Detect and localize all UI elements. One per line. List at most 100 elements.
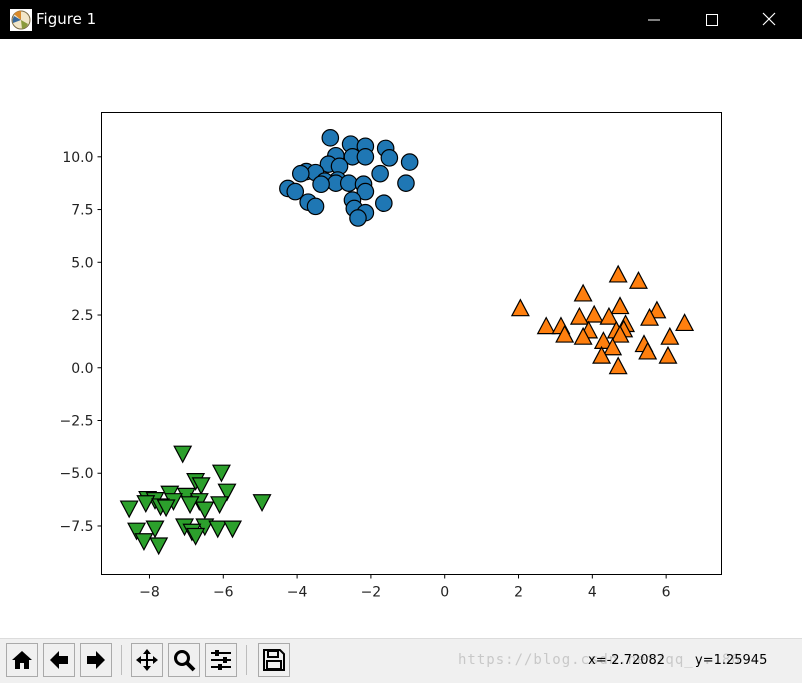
blob-point-triangle-up <box>603 337 623 356</box>
plot-frame <box>101 112 722 575</box>
x-axis-ticks: −8 −6 −4 −2 0 2 4 6 <box>139 574 671 601</box>
blob-point-triangle-down <box>186 527 206 546</box>
cursor-y-readout: y=1.25945 <box>695 653 768 668</box>
close-button[interactable] <box>745 0 795 39</box>
blob-point-circle <box>380 149 399 167</box>
blob-point-triangle-down <box>149 537 169 556</box>
blob-point-triangle-down <box>211 464 231 483</box>
blob-point-triangle-up <box>638 341 658 360</box>
forward-button[interactable] <box>80 643 112 677</box>
blob-point-triangle-up <box>510 298 530 317</box>
blob-point-circle <box>321 129 340 147</box>
blob-point-triangle-up <box>610 324 630 343</box>
blob-point-circle <box>291 164 310 183</box>
blob-point-triangle-down <box>217 483 237 502</box>
blob-point-circle <box>397 174 415 192</box>
x-tick-label: −6 <box>213 585 234 601</box>
blob-point-triangle-down <box>252 494 272 512</box>
blob-point-triangle-down <box>180 496 200 515</box>
maximize-icon <box>706 14 718 26</box>
zoom-magnifier-icon <box>174 650 196 672</box>
y-tick-label: −2.5 <box>60 414 94 430</box>
window-title: Figure 1 <box>36 10 97 28</box>
x-tick-label: 4 <box>588 585 597 601</box>
blob-point-circle <box>400 153 419 171</box>
blob-point-triangle-down <box>208 520 228 539</box>
blob-point-triangle-up <box>675 313 695 332</box>
blob-point-circle <box>356 182 375 201</box>
blob-point-triangle-up <box>573 326 593 345</box>
blob-point-triangle-up <box>599 306 619 325</box>
blob-point-triangle-up <box>555 324 575 343</box>
blob-point-triangle-up <box>628 270 648 289</box>
y-tick-label: 2.5 <box>71 308 93 324</box>
window-titlebar: Figure 1 <box>0 0 802 39</box>
blob-point-triangle-down <box>191 477 211 496</box>
blob-point-triangle-down <box>134 533 154 552</box>
blob-point-triangle-up <box>658 345 678 364</box>
y-tick-label: 5.0 <box>71 255 93 271</box>
navigation-toolbar: https://blog.csdn.net/qq_...86 x=-2.7208… <box>0 638 802 683</box>
x-tick-label: 2 <box>514 585 523 601</box>
configure-subplots-button[interactable] <box>205 643 237 677</box>
matplotlib-icon <box>10 9 32 31</box>
blob-point-triangle-down <box>210 496 230 515</box>
cursor-x-readout: x=-2.72082 <box>588 653 666 668</box>
chart-marks <box>119 129 695 556</box>
blob-point-triangle-down <box>173 445 193 464</box>
toolbar-separator <box>246 645 247 675</box>
blob-point-circle <box>371 164 389 183</box>
x-tick-label: 0 <box>440 585 449 601</box>
y-tick-label: 7.5 <box>71 203 93 219</box>
x-tick-label: −2 <box>361 585 382 601</box>
blob-point-triangle-down <box>136 495 156 514</box>
blob-point-triangle-up <box>640 307 660 326</box>
blob-point-triangle-down <box>119 500 139 519</box>
y-tick-label: 0.0 <box>71 361 93 377</box>
blob-point-triangle-up <box>610 296 630 315</box>
minimize-icon <box>648 19 660 21</box>
x-tick-label: −8 <box>139 585 160 601</box>
x-tick-label: 6 <box>662 585 671 601</box>
minimize-button[interactable] <box>630 0 680 39</box>
subplots-sliders-icon <box>211 650 231 670</box>
forward-arrow-icon <box>87 651 105 669</box>
back-button[interactable] <box>43 643 75 677</box>
scatter-chart: −8 −6 −4 −2 0 2 4 6 −7.5 −5.0 −2.5 0.0 2.5 5.0 7.5 10.… <box>60 112 722 601</box>
blog-watermark: https://blog.csdn.net/qq_...86 <box>458 652 741 668</box>
y-axis-ticks: −7.5 −5.0 −2.5 0.0 2.5 5.0 7.5 10.0 <box>60 150 102 535</box>
pan-icon <box>136 649 158 671</box>
blob-point-triangle-down <box>223 520 243 539</box>
blob-point-triangle-down <box>195 518 215 537</box>
blob-point-triangle-up <box>608 264 628 283</box>
toolbar-separator <box>121 645 122 675</box>
blob-point-triangle-down <box>156 499 176 518</box>
y-tick-label: −5.0 <box>60 466 94 482</box>
blob-point-circle <box>375 194 393 213</box>
blob-point-triangle-up <box>536 316 556 335</box>
blob-point-triangle-up <box>584 304 604 323</box>
blob-point-triangle-up <box>569 306 589 325</box>
blob-point-triangle-down <box>145 520 165 539</box>
save-disk-icon <box>263 649 285 671</box>
blob-point-triangle-up <box>660 326 680 345</box>
blob-point-triangle-up <box>573 283 593 302</box>
home-button[interactable] <box>6 643 38 677</box>
back-arrow-icon <box>50 651 68 669</box>
y-tick-label: 10.0 <box>62 150 93 166</box>
blob-point-circle <box>306 197 325 216</box>
close-icon <box>762 12 776 26</box>
blob-point-circle <box>356 148 375 166</box>
blob-point-circle <box>286 182 305 201</box>
blob-point-circle <box>339 174 358 192</box>
home-icon <box>12 651 32 669</box>
save-button[interactable] <box>258 643 290 677</box>
blob-point-triangle-up <box>592 345 612 364</box>
blob-point-triangle-up <box>608 356 628 375</box>
blob-point-triangle-down <box>195 501 215 520</box>
zoom-button[interactable] <box>168 643 200 677</box>
blob-point-triangle-up <box>593 331 613 349</box>
y-tick-label: −7.5 <box>60 519 94 535</box>
maximize-button[interactable] <box>688 0 738 39</box>
pan-button[interactable] <box>131 643 163 677</box>
